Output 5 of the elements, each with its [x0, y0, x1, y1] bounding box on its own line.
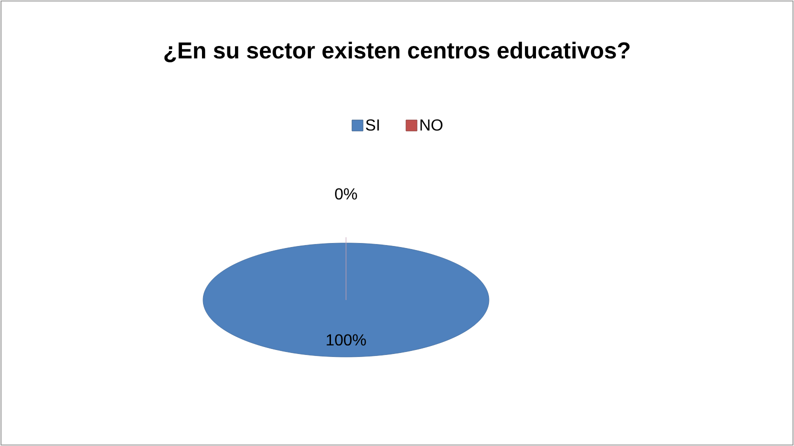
- text: 0%: [335, 188, 357, 200]
- legend-label: NO: [420, 119, 442, 131]
- legend-label: SI: [366, 119, 379, 131]
- chart-title: ¿En su sector existen centros educativos?: [164, 42, 630, 62]
- data-label: 100%: [326, 334, 366, 346]
